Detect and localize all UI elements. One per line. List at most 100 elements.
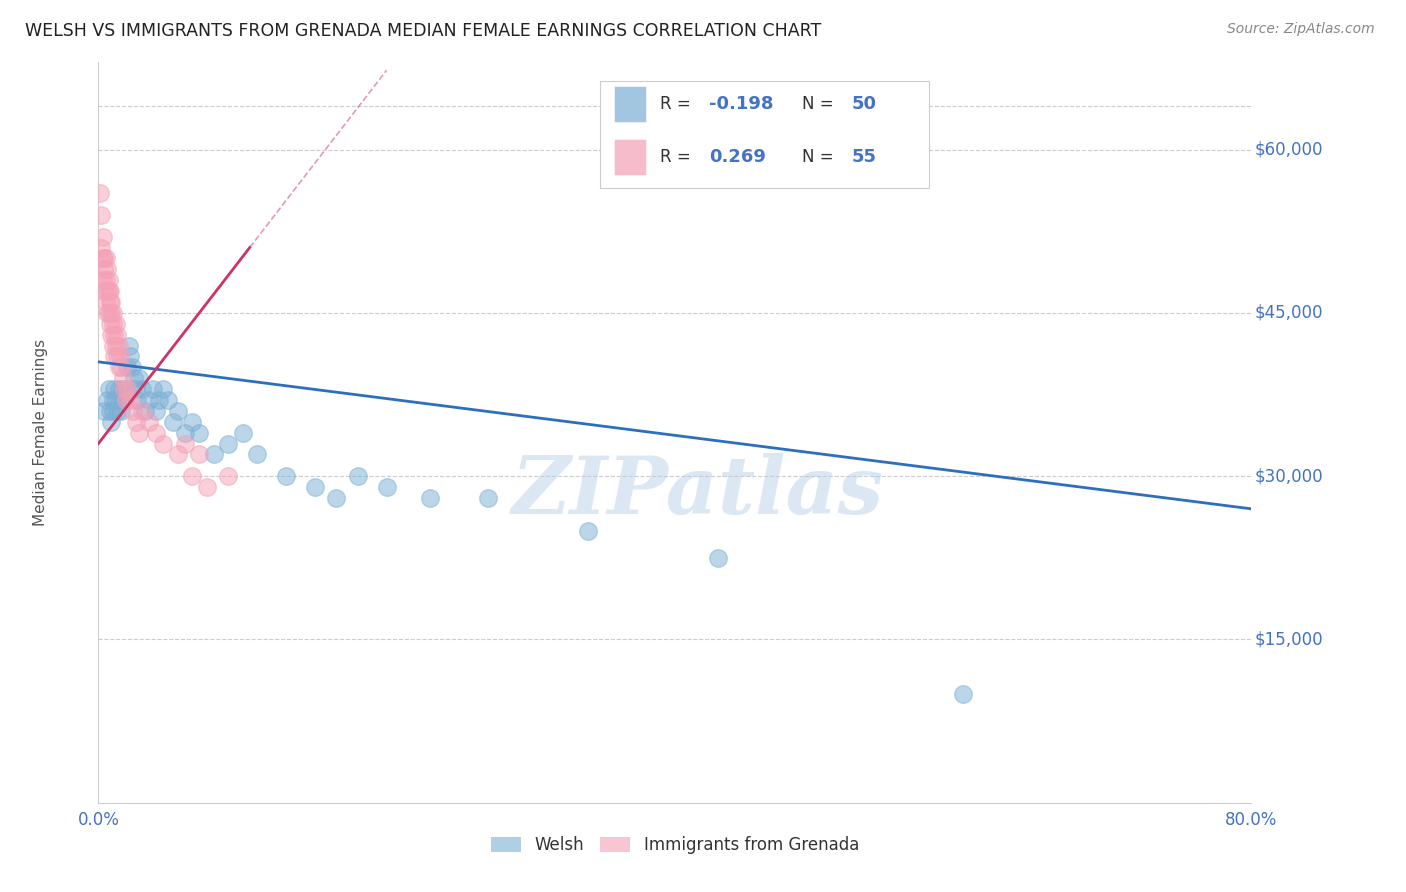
- Point: [97, 306, 120, 320]
- Point: [110, 404, 132, 418]
- Point: [231, 425, 254, 440]
- Point: [174, 425, 197, 440]
- Point: [98, 295, 121, 310]
- Point: [131, 404, 153, 418]
- Point: [89, 186, 111, 200]
- Point: [128, 425, 150, 440]
- Point: [138, 415, 160, 429]
- Text: WELSH VS IMMIGRANTS FROM GRENADA MEDIAN FEMALE EARNINGS CORRELATION CHART: WELSH VS IMMIGRANTS FROM GRENADA MEDIAN …: [25, 22, 821, 40]
- Point: [93, 404, 115, 418]
- Point: [325, 491, 347, 505]
- Point: [97, 273, 120, 287]
- Point: [100, 415, 122, 429]
- Point: [96, 306, 118, 320]
- Point: [202, 447, 225, 461]
- Point: [105, 327, 128, 342]
- Point: [93, 284, 115, 298]
- Point: [103, 350, 125, 364]
- Point: [98, 404, 121, 418]
- Point: [111, 382, 134, 396]
- Point: [142, 382, 165, 396]
- Point: [94, 295, 117, 310]
- Text: $30,000: $30,000: [1254, 467, 1323, 485]
- Text: $45,000: $45,000: [1254, 304, 1323, 322]
- Point: [477, 491, 499, 505]
- FancyBboxPatch shape: [600, 81, 928, 188]
- Point: [96, 262, 118, 277]
- Point: [125, 415, 148, 429]
- Point: [419, 491, 441, 505]
- Point: [108, 392, 131, 407]
- Point: [156, 392, 179, 407]
- Point: [145, 404, 167, 418]
- Point: [100, 295, 122, 310]
- Point: [195, 480, 218, 494]
- Point: [96, 392, 118, 407]
- Text: -0.198: -0.198: [710, 95, 773, 113]
- Point: [188, 425, 211, 440]
- Point: [128, 371, 150, 385]
- Point: [117, 382, 139, 396]
- Point: [131, 382, 153, 396]
- Text: N =: N =: [801, 95, 838, 113]
- Point: [101, 404, 124, 418]
- Point: [108, 350, 131, 364]
- Point: [152, 436, 174, 450]
- Point: [181, 469, 204, 483]
- Point: [145, 425, 167, 440]
- Point: [125, 382, 148, 396]
- Text: 50: 50: [851, 95, 876, 113]
- Point: [101, 317, 124, 331]
- Point: [346, 469, 368, 483]
- Point: [127, 392, 149, 407]
- Point: [181, 415, 204, 429]
- Point: [100, 327, 122, 342]
- Point: [101, 392, 124, 407]
- Text: N =: N =: [801, 148, 838, 166]
- Point: [304, 480, 326, 494]
- Point: [118, 338, 141, 352]
- Point: [94, 252, 117, 266]
- Point: [105, 404, 128, 418]
- Point: [105, 350, 128, 364]
- Point: [112, 392, 135, 407]
- Point: [166, 447, 188, 461]
- Point: [98, 284, 121, 298]
- Point: [707, 550, 730, 565]
- Point: [97, 284, 120, 298]
- Point: [94, 273, 117, 287]
- Text: 55: 55: [851, 148, 876, 166]
- Point: [122, 404, 145, 418]
- Text: 0.269: 0.269: [710, 148, 766, 166]
- Text: R =: R =: [659, 95, 696, 113]
- Point: [246, 447, 269, 461]
- Point: [104, 338, 127, 352]
- Point: [274, 469, 297, 483]
- Text: $60,000: $60,000: [1254, 141, 1323, 159]
- Text: R =: R =: [659, 148, 696, 166]
- Point: [91, 229, 114, 244]
- Point: [114, 392, 136, 407]
- Point: [111, 371, 134, 385]
- FancyBboxPatch shape: [614, 87, 647, 121]
- Point: [138, 392, 160, 407]
- Point: [166, 404, 188, 418]
- Point: [101, 338, 124, 352]
- Point: [104, 317, 127, 331]
- Point: [174, 436, 197, 450]
- Legend: Welsh, Immigrants from Grenada: Welsh, Immigrants from Grenada: [484, 830, 866, 861]
- Point: [93, 262, 115, 277]
- Point: [188, 447, 211, 461]
- Point: [93, 252, 115, 266]
- Text: Median Female Earnings: Median Female Earnings: [34, 339, 48, 526]
- Point: [578, 524, 600, 538]
- Point: [121, 360, 143, 375]
- Point: [98, 317, 121, 331]
- Point: [107, 382, 129, 396]
- Point: [101, 306, 124, 320]
- Point: [120, 392, 142, 407]
- Point: [162, 415, 184, 429]
- Point: [148, 392, 170, 407]
- Point: [124, 371, 146, 385]
- Point: [104, 392, 127, 407]
